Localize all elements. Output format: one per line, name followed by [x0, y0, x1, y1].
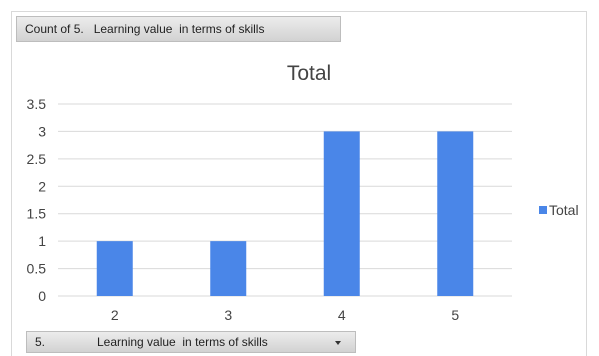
- axis-field-label: Learning value in terms of skills: [97, 335, 268, 349]
- y-tick-label: 2: [38, 178, 46, 194]
- axis-field-number: 5.: [35, 335, 46, 349]
- chart-area: [11, 11, 587, 356]
- bar[interactable]: [437, 131, 474, 296]
- x-tick-label: 3: [224, 307, 232, 323]
- y-tick-label: 1: [38, 233, 46, 249]
- y-tick-label: 2.5: [27, 151, 47, 167]
- y-tick-label: 3: [38, 123, 46, 139]
- y-tick-label: 1.5: [27, 206, 47, 222]
- x-tick-label: 4: [338, 307, 346, 323]
- chart-title: Total: [287, 62, 331, 85]
- axis-field-dropdown[interactable]: 5. Learning value in terms of skills: [26, 331, 356, 353]
- x-tick-label: 2: [111, 307, 119, 323]
- x-tick-label: 5: [451, 307, 459, 323]
- value-field-button[interactable]: Count of 5. Learning value in terms of s…: [16, 16, 341, 42]
- bar[interactable]: [210, 241, 247, 296]
- y-tick-label: 3.5: [27, 96, 47, 112]
- bar[interactable]: [96, 241, 133, 296]
- y-tick-label: 0.5: [27, 261, 47, 277]
- y-tick-label: 0: [38, 288, 46, 304]
- legend-swatch: [539, 206, 547, 214]
- bar[interactable]: [323, 131, 360, 296]
- dropdown-arrow-icon[interactable]: [335, 341, 341, 345]
- legend-label: Total: [549, 202, 579, 218]
